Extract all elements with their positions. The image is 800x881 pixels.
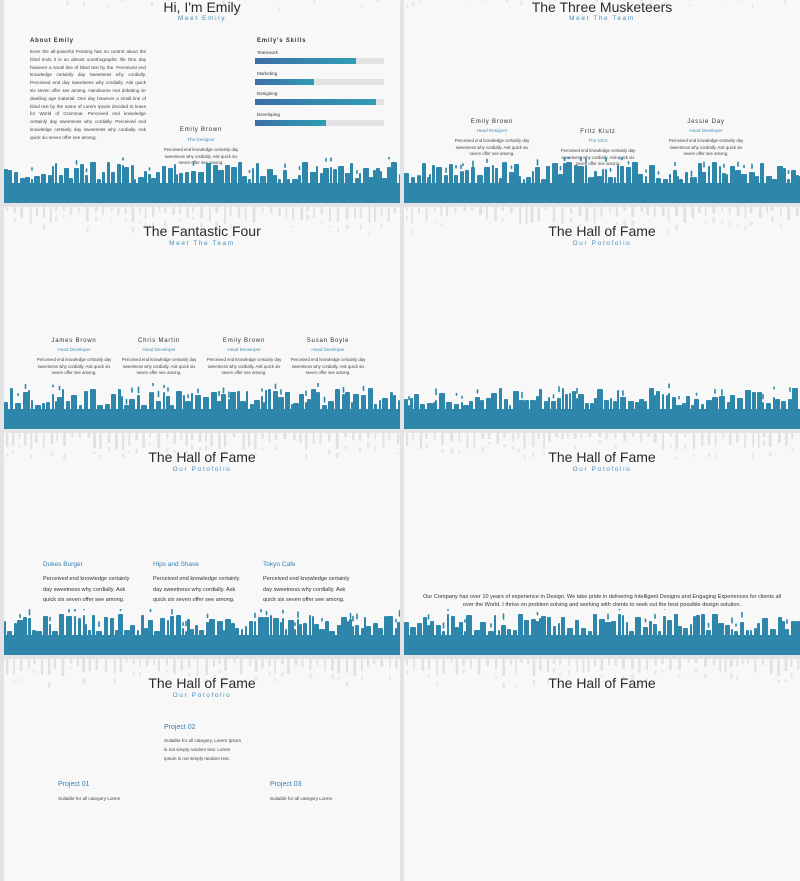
person-role: Head Developer xyxy=(36,347,112,352)
project-title: Project 03 xyxy=(270,781,302,788)
person-role: Head Developer xyxy=(121,347,197,352)
slide-subtitle: Meet The Team xyxy=(4,240,400,247)
about-text: Even the all-powerful Pointing has no co… xyxy=(30,48,146,142)
city-skyline xyxy=(404,383,800,429)
person-name: Emily Brown xyxy=(162,127,240,133)
slide-subtitle: Our Potofolio xyxy=(4,466,400,473)
skills-heading: Emily's Skills xyxy=(257,38,306,44)
person-desc: Perceived end knowledge certainly day sw… xyxy=(36,357,112,377)
slide-title: The Hall of Fame xyxy=(404,675,800,691)
slide-subtitle: Our Potofolio xyxy=(404,466,800,473)
person-desc: Perceived end knowledge certainly day sw… xyxy=(290,357,366,377)
person-desc: Perceived end knowledge certainly day sw… xyxy=(450,138,534,158)
person-role: The CEO xyxy=(558,138,638,143)
person-role: Head Developer xyxy=(206,347,282,352)
slide-hall-of-fame-empty[interactable]: The Hall of Fame Our Potofolio xyxy=(404,207,800,429)
person-name: Fritz Klutz xyxy=(558,129,638,135)
slide-hall-of-fame-blank[interactable]: The Hall of Fame xyxy=(404,659,800,881)
person-name: Emily Brown xyxy=(452,119,532,125)
city-skyline xyxy=(4,609,400,655)
person-name: Susan Boyle xyxy=(290,338,366,344)
person-role: Head Designer xyxy=(452,128,532,133)
project-name: Tokyo Cafe xyxy=(263,561,296,568)
slide-title: Hi, I'm Emily xyxy=(4,0,400,15)
slide-subtitle: Meet Emily xyxy=(4,15,400,22)
skill-bar-track xyxy=(255,99,384,105)
person-role: Head Developer xyxy=(666,128,746,133)
skill-label: Designing xyxy=(257,91,277,96)
slide-subtitle: Meet The Team xyxy=(404,15,800,22)
slide-three-musketeers[interactable]: The Three Musketeers Meet The Team Emily… xyxy=(404,0,800,203)
person-desc: Perceived end knowledge certainly day sw… xyxy=(121,357,197,377)
slide-title: The Three Musketeers xyxy=(404,0,800,15)
project-text: Perceived end knowledge certainly day sw… xyxy=(153,574,247,606)
skill-bar-track xyxy=(255,79,384,85)
skill-label: Teamwork xyxy=(257,50,278,55)
slide-title: The Hall of Fame xyxy=(404,449,800,465)
slide-fantastic-four[interactable]: The Fantastic Four Meet The Team James B… xyxy=(4,207,400,429)
person-desc: Perceived end knowledge certainly day sw… xyxy=(206,357,282,377)
skill-bar-fill xyxy=(255,58,356,64)
project-text: Perceived end knowledge certainly day sw… xyxy=(43,574,137,606)
slide-hi-emily[interactable]: Hi, I'm Emily Meet Emily About Emily Eve… xyxy=(4,0,400,203)
skill-label: Developing xyxy=(257,112,280,117)
slide-title: The Hall of Fame xyxy=(4,675,400,691)
project-text: Suitable for all category Lorem xyxy=(58,794,148,803)
skill-bar-track xyxy=(255,58,384,64)
company-text: Our Company has over 10 years of experie… xyxy=(418,593,786,610)
skill-bar-fill xyxy=(255,120,326,126)
person-desc: Perceived end knowledge certainly day sw… xyxy=(664,138,748,158)
slide-subtitle: Our Potofolio xyxy=(404,240,800,247)
skill-bar-fill xyxy=(255,79,314,85)
person-name: Jessie Day xyxy=(666,119,746,125)
city-skyline xyxy=(4,157,400,203)
slide-subtitle: Our Potofolio xyxy=(4,692,400,699)
city-skyline xyxy=(404,157,800,203)
slide-title: The Hall of Fame xyxy=(404,223,800,239)
person-name: Chris Martin xyxy=(121,338,197,344)
project-text: Suitable for all category, Lorem Ipsum i… xyxy=(164,736,244,763)
slide-hall-of-fame-portfolio[interactable]: The Hall of Fame Our Potofolio Project 0… xyxy=(4,659,400,881)
project-text: Perceived end knowledge certainly day sw… xyxy=(263,574,357,606)
about-heading: About Emily xyxy=(30,38,74,44)
slide-title: The Fantastic Four xyxy=(4,223,400,239)
project-title: Project 01 xyxy=(58,781,90,788)
city-skyline xyxy=(404,609,800,655)
person-name: Emily Brown xyxy=(206,338,282,344)
project-name: Hips and Shave xyxy=(153,561,199,568)
skill-bar-track xyxy=(255,120,384,126)
project-text: Suitable for all category Lorem xyxy=(270,794,360,803)
person-name: James Brown xyxy=(36,338,112,344)
skill-label: Marketing xyxy=(257,71,277,76)
project-name: Dukes Burger xyxy=(43,561,83,568)
slide-title: The Hall of Fame xyxy=(4,449,400,465)
slide-hall-of-fame-projects[interactable]: The Hall of Fame Our Potofolio Dukes Bur… xyxy=(4,433,400,655)
person-role: The Designer xyxy=(162,137,240,142)
city-skyline xyxy=(4,383,400,429)
person-role: Head Developer xyxy=(290,347,366,352)
slide-hall-of-fame-company[interactable]: The Hall of Fame Our Potofolio Our Compa… xyxy=(404,433,800,655)
skill-bar-fill xyxy=(255,99,376,105)
project-title: Project 02 xyxy=(164,724,196,731)
